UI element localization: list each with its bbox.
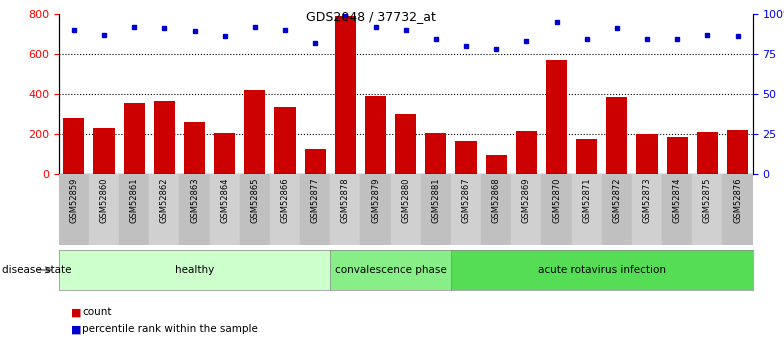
Bar (602, 174, 632, 245)
Text: GSM52861: GSM52861 (129, 178, 139, 223)
Bar (209, 174, 240, 245)
Text: percentile rank within the sample: percentile rank within the sample (82, 325, 258, 334)
Bar (395, 114, 416, 174)
Text: ■: ■ (71, 307, 81, 317)
Bar (516, 131, 537, 174)
Text: GSM52873: GSM52873 (643, 178, 652, 223)
Text: GSM52860: GSM52860 (100, 178, 108, 223)
Bar (692, 174, 723, 245)
Bar (64, 118, 85, 174)
Bar (330, 174, 361, 245)
Bar (606, 97, 627, 174)
Text: GSM52859: GSM52859 (69, 178, 78, 223)
Bar (426, 133, 446, 174)
Bar (542, 174, 572, 245)
Text: disease state: disease state (2, 265, 71, 275)
Text: acute rotavirus infection: acute rotavirus infection (538, 265, 666, 275)
Text: GSM52871: GSM52871 (583, 178, 591, 223)
Text: GSM52869: GSM52869 (522, 178, 531, 223)
Bar (93, 128, 114, 174)
Bar (361, 174, 390, 245)
Text: GSM52874: GSM52874 (673, 178, 682, 223)
Bar (481, 174, 511, 245)
Bar (245, 90, 266, 174)
Text: GSM52870: GSM52870 (552, 178, 561, 223)
Bar (184, 122, 205, 174)
Bar (89, 174, 119, 245)
Bar (300, 174, 330, 245)
Bar (632, 174, 662, 245)
Bar (365, 96, 386, 174)
Bar (305, 149, 326, 174)
Text: GSM52876: GSM52876 (733, 178, 742, 223)
Text: GSM52862: GSM52862 (160, 178, 169, 223)
Text: GSM52880: GSM52880 (401, 178, 410, 223)
Bar (485, 155, 506, 174)
Bar (119, 174, 149, 245)
Bar (662, 174, 692, 245)
Text: convalescence phase: convalescence phase (335, 265, 447, 275)
Text: GSM52865: GSM52865 (250, 178, 260, 223)
Bar (390, 174, 421, 245)
Text: GSM52867: GSM52867 (462, 178, 470, 223)
Text: ■: ■ (71, 325, 81, 334)
Bar (637, 134, 658, 174)
Bar (451, 174, 481, 245)
Text: GSM52878: GSM52878 (341, 178, 350, 223)
Bar (335, 16, 356, 174)
Text: GDS2048 / 37732_at: GDS2048 / 37732_at (306, 10, 436, 23)
Bar (572, 174, 602, 245)
Bar (154, 101, 175, 174)
Text: GSM52875: GSM52875 (703, 178, 712, 223)
Text: GSM52863: GSM52863 (190, 178, 199, 223)
Bar (546, 60, 567, 174)
Text: GSM52866: GSM52866 (281, 178, 289, 223)
Bar (180, 174, 209, 245)
Bar (456, 141, 477, 174)
Bar (666, 137, 688, 174)
Text: GSM52877: GSM52877 (310, 178, 320, 223)
Text: GSM52868: GSM52868 (492, 178, 501, 223)
Bar (727, 130, 748, 174)
Bar (421, 174, 451, 245)
Bar (511, 174, 542, 245)
Text: GSM52879: GSM52879 (371, 178, 380, 223)
Text: healthy: healthy (175, 265, 214, 275)
Bar (576, 139, 597, 174)
Bar (124, 103, 145, 174)
Text: count: count (82, 307, 112, 317)
Bar (274, 107, 296, 174)
Bar (270, 174, 300, 245)
Bar (149, 174, 180, 245)
Text: GSM52872: GSM52872 (612, 178, 622, 223)
Bar (59, 174, 89, 245)
Text: GSM52864: GSM52864 (220, 178, 229, 223)
Bar (723, 174, 753, 245)
Text: GSM52881: GSM52881 (431, 178, 441, 223)
Bar (214, 133, 235, 174)
Bar (697, 132, 718, 174)
Bar (240, 174, 270, 245)
